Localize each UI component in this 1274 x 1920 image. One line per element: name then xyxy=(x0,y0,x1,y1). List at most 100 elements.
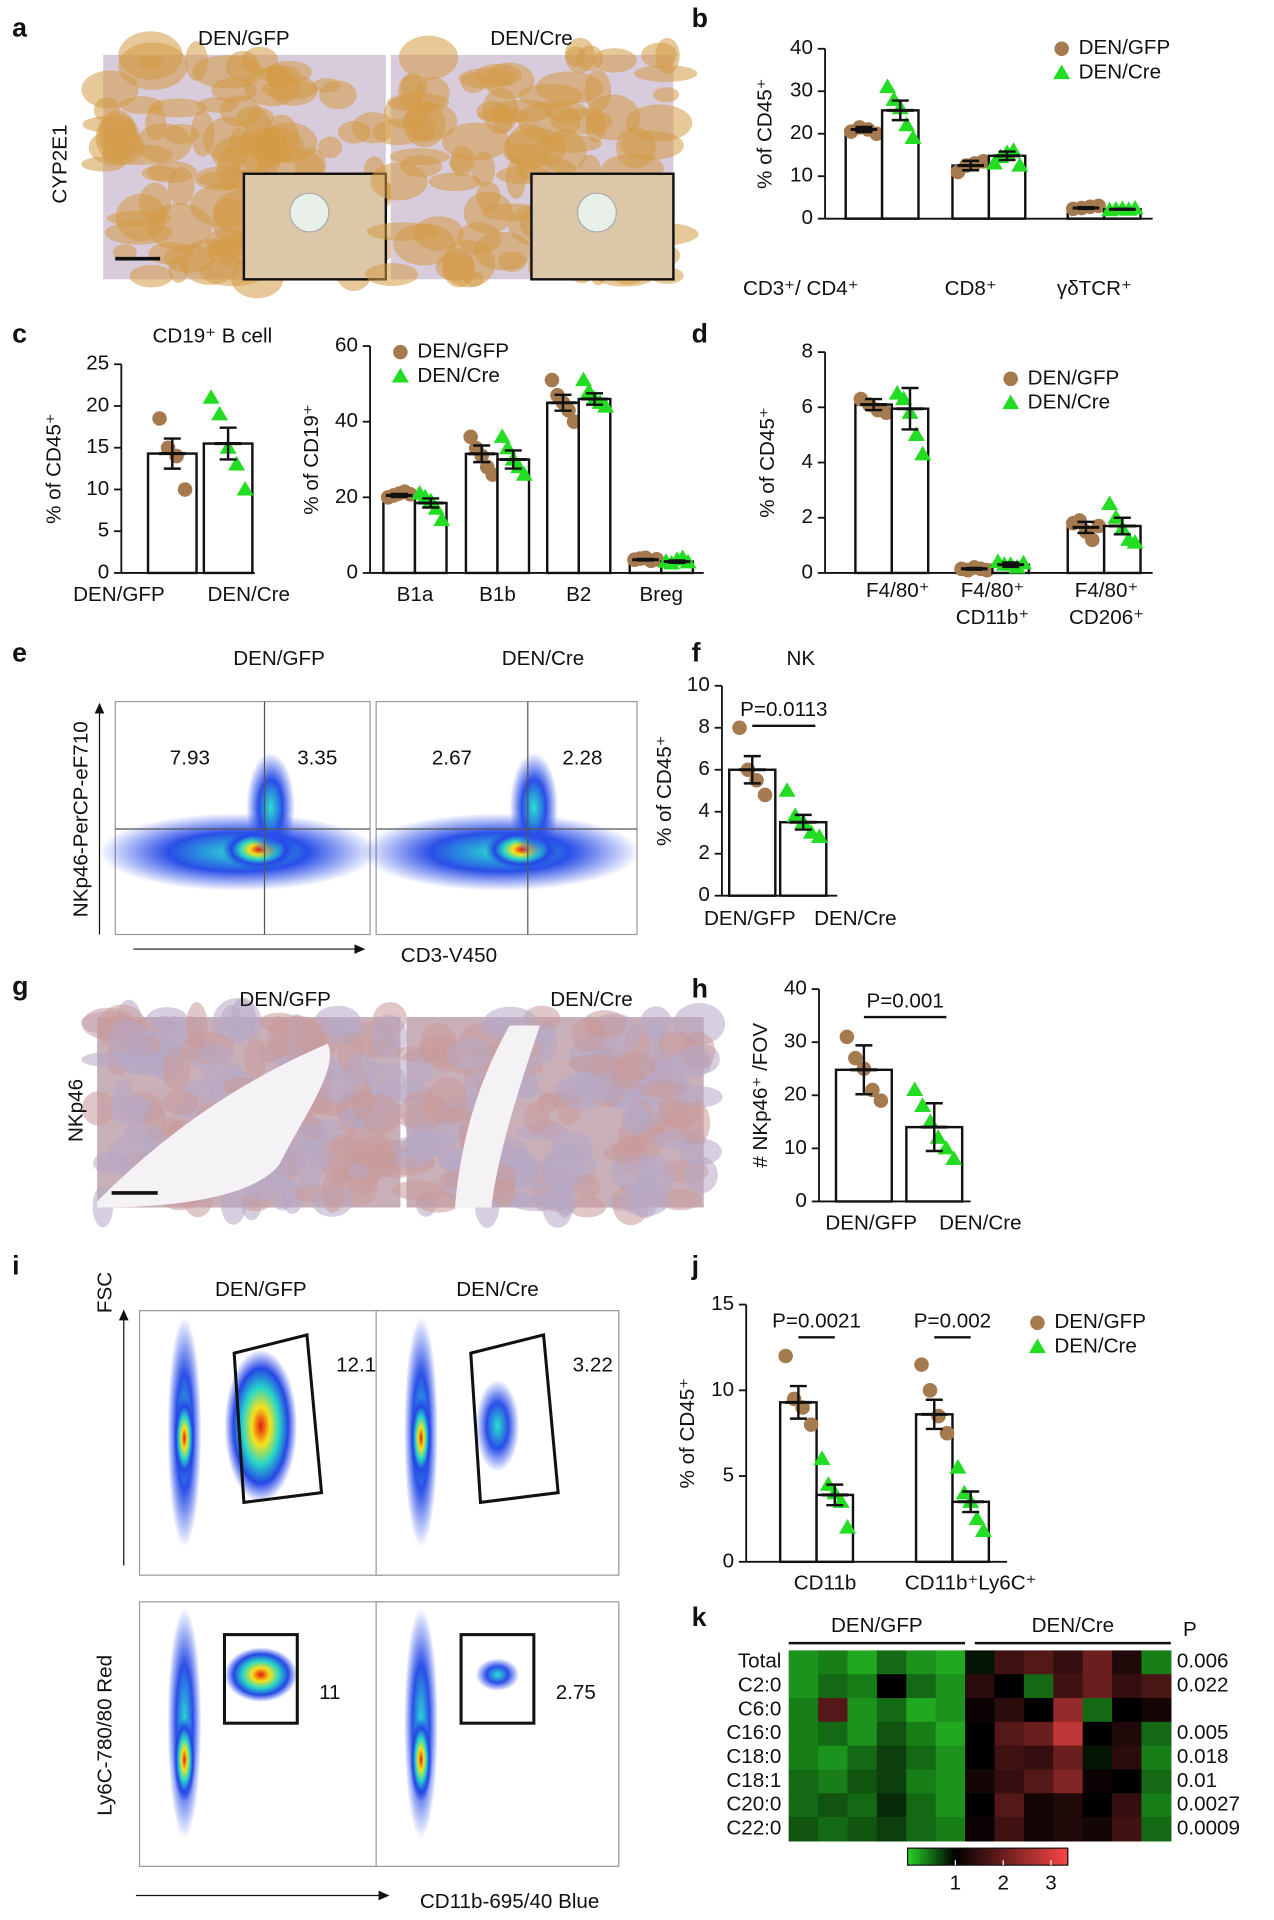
heatmap-cell xyxy=(1141,1650,1172,1675)
row-label: C22:0 xyxy=(726,1816,781,1839)
axis-label: CD11b-695/40 Blue xyxy=(420,1890,600,1913)
heatmap-cell xyxy=(1023,1650,1054,1675)
y-tick-label: 10 xyxy=(790,164,813,187)
tissue xyxy=(113,244,137,262)
p-value: P=0.0021 xyxy=(772,1310,861,1333)
data-point xyxy=(885,91,903,106)
heatmap-cell xyxy=(1082,1721,1113,1747)
heatmap-cell xyxy=(965,1817,996,1842)
tissue xyxy=(392,1150,429,1169)
p-value: 0.018 xyxy=(1177,1745,1229,1768)
y-axis-label: % of CD45⁺ xyxy=(653,735,676,846)
bar xyxy=(844,128,884,220)
colorbar-segment xyxy=(1027,1848,1033,1866)
tissue xyxy=(620,130,684,160)
tissue xyxy=(269,1175,296,1211)
p-value: 0.0027 xyxy=(1177,1793,1240,1816)
tissue xyxy=(145,105,167,141)
bar xyxy=(202,442,254,575)
data-point xyxy=(968,1510,986,1526)
data-point xyxy=(873,1093,889,1108)
tissue xyxy=(577,1072,599,1091)
x-tick-label: DEN/Cre xyxy=(939,1211,1021,1234)
x-tick-label: CD11b xyxy=(794,1572,857,1595)
heatmap-cell xyxy=(847,1769,878,1794)
tissue xyxy=(235,106,274,129)
tissue xyxy=(328,1139,349,1176)
tissue xyxy=(463,191,513,234)
heatmap-cell xyxy=(1141,1721,1172,1747)
panel-letter: h xyxy=(692,974,708,1004)
heatmap-cell xyxy=(876,1698,907,1723)
tissue xyxy=(441,239,496,288)
data-point xyxy=(949,1459,967,1474)
colorbar-segment xyxy=(923,1848,929,1866)
tissue xyxy=(162,1089,199,1116)
data-point xyxy=(906,1081,924,1097)
legend-label: DEN/Cre xyxy=(417,364,499,387)
y-tick-label: 25 xyxy=(86,352,109,375)
gate xyxy=(469,1333,560,1505)
colorbar-segment xyxy=(915,1848,921,1866)
data-point xyxy=(974,1522,992,1538)
data-point xyxy=(1011,157,1029,172)
data-point xyxy=(732,720,747,736)
colorbar-segment xyxy=(919,1848,925,1866)
heatmap-cell xyxy=(788,1745,819,1771)
data-point xyxy=(574,371,592,387)
tissue xyxy=(370,162,428,201)
tissue xyxy=(571,1017,606,1052)
legend-marker xyxy=(1002,394,1020,410)
tissue xyxy=(321,1171,344,1214)
data-point xyxy=(463,429,478,445)
density xyxy=(410,1395,432,1481)
heatmap-cell xyxy=(935,1721,966,1747)
tissue xyxy=(655,37,680,75)
heatmap-cell xyxy=(1082,1698,1113,1723)
bar xyxy=(854,403,894,575)
tissue xyxy=(403,102,458,141)
y-tick-label: 0 xyxy=(801,560,812,583)
heatmap-cell xyxy=(1141,1745,1172,1771)
y-tick-label: 40 xyxy=(335,409,358,432)
data-point xyxy=(202,389,220,404)
tissue xyxy=(365,262,419,286)
y-tick-label: 0 xyxy=(98,560,109,583)
y-axis-label: # NKp46⁺ /FOV xyxy=(749,1023,772,1168)
legend-label: DEN/GFP xyxy=(1054,1310,1146,1333)
heatmap-cell xyxy=(935,1745,966,1771)
panel-letter: i xyxy=(12,1250,19,1280)
tissue xyxy=(118,31,183,80)
y-tick-label: 30 xyxy=(784,1030,807,1053)
data-point xyxy=(945,1150,963,1166)
data-point xyxy=(879,405,894,421)
tissue xyxy=(129,264,173,288)
x-tick-label: γδTCR⁺ xyxy=(1057,277,1132,300)
colorbar-frame xyxy=(906,1847,1069,1866)
data-point xyxy=(757,787,773,803)
panel-letter: g xyxy=(12,971,28,1001)
data-point xyxy=(515,466,533,481)
data-point xyxy=(922,1383,938,1398)
colorbar-segment xyxy=(1055,1848,1061,1866)
tissue xyxy=(633,65,698,82)
gate xyxy=(222,1633,299,1725)
colorbar-segment xyxy=(991,1848,997,1866)
gate-value: 12.1 xyxy=(336,1353,376,1376)
tissue xyxy=(658,1095,680,1128)
y-tick-label: 2 xyxy=(698,841,709,864)
panel-letter: b xyxy=(692,3,708,33)
tissue xyxy=(361,1094,401,1135)
legend-marker xyxy=(1003,371,1018,387)
y-axis-label: % of CD45⁺ xyxy=(676,1378,699,1489)
tissue xyxy=(81,70,139,109)
heatmap-cell xyxy=(1023,1674,1054,1699)
heatmap-cell xyxy=(847,1793,878,1818)
heatmap-cell xyxy=(1112,1650,1143,1675)
tissue xyxy=(484,62,535,99)
data-point xyxy=(228,455,246,471)
density xyxy=(410,1717,432,1803)
tissue xyxy=(592,48,637,73)
heatmap-cell xyxy=(1053,1817,1084,1842)
vessel xyxy=(289,192,330,233)
